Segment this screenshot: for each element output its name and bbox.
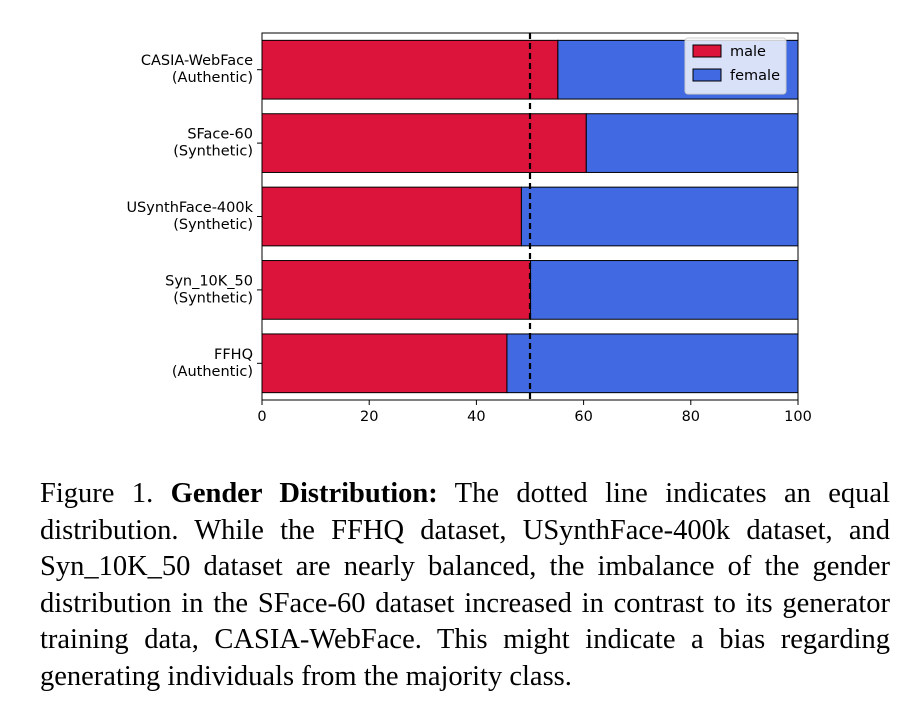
bar-male-3 (261, 260, 532, 320)
bar-male-1 (261, 113, 587, 173)
x-tick-label-3: 60 (574, 409, 592, 425)
bar-female-4 (506, 333, 799, 394)
bar-male-2 (261, 186, 522, 247)
y-tick-label-3-1: (Synthetic) (173, 290, 253, 306)
y-tick-label-1-0: SFace-60 (187, 127, 253, 143)
plot-frame (261, 32, 799, 401)
legend-swatch-male (692, 44, 722, 58)
caption-text: The dotted line indicates an equal distr… (40, 478, 890, 692)
x-tick-label-4: 80 (682, 409, 700, 425)
bar-female-1 (585, 113, 799, 173)
y-tick-label-0-0: CASIA-WebFace (141, 53, 253, 69)
legend-label-male: male (730, 44, 766, 60)
y-tick-label-4-1: (Authentic) (172, 364, 253, 380)
y-tick-label-2-1: (Synthetic) (173, 217, 253, 233)
y-tick-label-0-1: (Authentic) (172, 70, 253, 86)
y-tick-label-1-1: (Synthetic) (173, 144, 253, 160)
gender-distribution-chart: CASIA-WebFace(Authentic)SFace-60(Synthet… (126, 32, 812, 425)
bar-female-3 (530, 260, 799, 320)
x-tick-label-5: 100 (784, 409, 812, 425)
y-tick-label-3-0: Syn_10K_50 (165, 273, 253, 289)
bar-female-2 (520, 186, 799, 247)
y-tick-label-4-0: FFHQ (214, 347, 253, 363)
y-tick-label-2-0: USynthFace-400k (126, 200, 253, 216)
legend-label-female: female (730, 68, 780, 84)
figure-caption: Figure 1. Gender Distribution: The dotte… (40, 476, 890, 695)
bar-male-4 (261, 333, 508, 394)
bar-male-0 (261, 39, 559, 100)
x-tick-label-1: 20 (360, 409, 378, 425)
caption-label: Figure 1. (40, 478, 154, 509)
legend-swatch-female (692, 68, 722, 82)
x-tick-label-2: 40 (467, 409, 485, 425)
caption-bold-title: Gender Distribution: (170, 478, 438, 509)
x-tick-label-0: 0 (257, 409, 266, 425)
